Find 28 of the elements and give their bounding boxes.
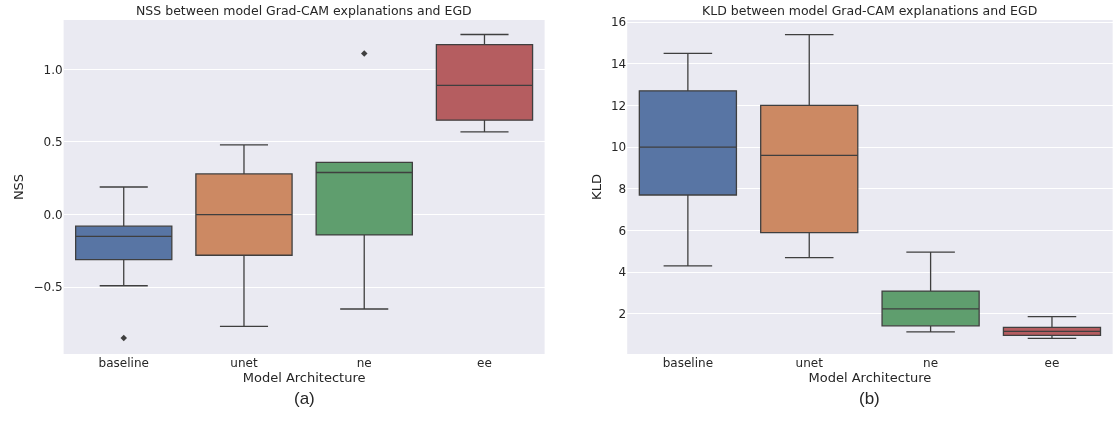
x-tick-label: baseline [98, 356, 149, 370]
y-tick-label: 0.5 [43, 135, 63, 150]
y-tick-label: 2 [618, 306, 627, 321]
x-tick-label: unet [230, 356, 258, 370]
x-tick-label: baseline [662, 356, 713, 370]
y-tick-label: 10 [610, 140, 627, 155]
y-tick-label: 16 [610, 15, 627, 30]
y-tick-label: 12 [610, 98, 627, 113]
x-tick-label: ee [477, 356, 492, 370]
y-tick-label: 1.0 [43, 62, 63, 77]
y-axis-title: KLD [588, 174, 604, 200]
text: (b) [859, 389, 880, 408]
x-tick-label: ne [356, 356, 372, 370]
y-tick-label: 6 [618, 223, 627, 238]
y-tick-label: 8 [618, 181, 627, 196]
y-tick-label: 4 [618, 265, 627, 280]
y-tick-label: 0.0 [43, 207, 63, 222]
x-axis-title: Model Architecture [242, 370, 366, 385]
x-tick-label: ee [1044, 356, 1060, 370]
chart-title: KLD between model Grad-CAM explanations and EGD [702, 3, 1038, 18]
text: (a) [294, 389, 315, 408]
x-tick-label: unet [795, 356, 824, 370]
y-tick-label: 14 [610, 56, 627, 71]
x-axis-title: Model Architecture [808, 370, 932, 385]
x-tick-label: ne [923, 356, 939, 370]
chart-title: NSS between model Grad-CAM explanations and EGD [136, 3, 472, 18]
y-axis-title: NSS [11, 173, 27, 201]
y-tick-label: −0.5 [33, 280, 63, 295]
